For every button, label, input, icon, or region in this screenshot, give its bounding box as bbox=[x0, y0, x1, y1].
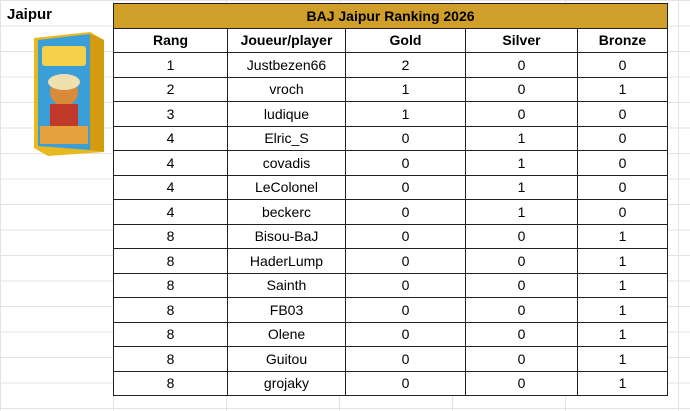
ranking-table: BAJ Jaipur Ranking 2026 Rang Joueur/playe… bbox=[113, 3, 668, 396]
table-cell: 1 bbox=[465, 150, 578, 176]
table-cell: 0 bbox=[465, 223, 578, 249]
table-cell: 1 bbox=[577, 272, 668, 298]
table-cell: 0 bbox=[465, 52, 578, 78]
column-header: Rang bbox=[113, 27, 228, 53]
table-cell: Olene bbox=[227, 321, 346, 347]
column-header: Bronze bbox=[577, 27, 668, 53]
table-cell: 0 bbox=[577, 150, 668, 176]
table-cell: ludique bbox=[227, 101, 346, 127]
table-row: 8 Bisou-BaJ 0 0 1 bbox=[113, 223, 668, 249]
table-cell: 1 bbox=[465, 125, 578, 151]
table-cell: 0 bbox=[465, 101, 578, 127]
table-row: 4 LeColonel 0 1 0 bbox=[113, 174, 668, 200]
table-cell: 4 bbox=[113, 150, 228, 176]
table-cell: 4 bbox=[113, 174, 228, 200]
column-header: Gold bbox=[345, 27, 466, 53]
table-cell: 0 bbox=[345, 125, 466, 151]
game-box-image bbox=[34, 32, 104, 156]
table-cell: 0 bbox=[345, 321, 466, 347]
table-row: 8 FB03 0 0 1 bbox=[113, 297, 668, 323]
table-cell: 0 bbox=[465, 248, 578, 274]
table-cell: 0 bbox=[345, 370, 466, 396]
table-cell: 0 bbox=[465, 370, 578, 396]
table-cell: 1 bbox=[113, 52, 228, 78]
table-cell: 2 bbox=[345, 52, 466, 78]
table-row: 4 Elric_S 0 1 0 bbox=[113, 125, 668, 151]
table-cell: 8 bbox=[113, 297, 228, 323]
table-row: 8 Guitou 0 0 1 bbox=[113, 346, 668, 372]
table-row: 4 covadis 0 1 0 bbox=[113, 150, 668, 176]
table-cell: 1 bbox=[465, 174, 578, 200]
table-cell: 0 bbox=[465, 346, 578, 372]
table-cell: 0 bbox=[465, 272, 578, 298]
table-cell: 1 bbox=[577, 297, 668, 323]
table-cell: 1 bbox=[577, 346, 668, 372]
table-row: 8 Olene 0 0 1 bbox=[113, 321, 668, 347]
table-cell: HaderLump bbox=[227, 248, 346, 274]
table-cell: 8 bbox=[113, 272, 228, 298]
table-row: 8 Sainth 0 0 1 bbox=[113, 272, 668, 298]
table-row: 1 Justbezen66 2 0 0 bbox=[113, 52, 668, 78]
table-cell: 0 bbox=[465, 297, 578, 323]
sheet-label: Jaipur bbox=[7, 6, 53, 23]
table-cell: 1 bbox=[577, 248, 668, 274]
table-row: 2 vroch 1 0 1 bbox=[113, 76, 668, 102]
table-cell: 1 bbox=[577, 223, 668, 249]
table-cell: 1 bbox=[345, 76, 466, 102]
table-cell: LeColonel bbox=[227, 174, 346, 200]
table-cell: 0 bbox=[345, 248, 466, 274]
table-cell: 0 bbox=[577, 125, 668, 151]
table-cell: 1 bbox=[577, 321, 668, 347]
table-row: 3 ludique 1 0 0 bbox=[113, 101, 668, 127]
table-cell: beckerc bbox=[227, 199, 346, 225]
table-cell: 0 bbox=[577, 199, 668, 225]
table-cell: 0 bbox=[577, 52, 668, 78]
table-cell: Guitou bbox=[227, 346, 346, 372]
table-cell: 1 bbox=[465, 199, 578, 225]
table-cell: 3 bbox=[113, 101, 228, 127]
table-cell: 1 bbox=[577, 370, 668, 396]
table-cell: covadis bbox=[227, 150, 346, 176]
table-cell: 8 bbox=[113, 223, 228, 249]
table-title: BAJ Jaipur Ranking 2026 bbox=[113, 3, 668, 29]
table-cell: Sainth bbox=[227, 272, 346, 298]
table-cell: 8 bbox=[113, 248, 228, 274]
table-cell: 0 bbox=[345, 223, 466, 249]
table-row: 4 beckerc 0 1 0 bbox=[113, 199, 668, 225]
table-cell: Elric_S bbox=[227, 125, 346, 151]
table-cell: 2 bbox=[113, 76, 228, 102]
table-cell: 1 bbox=[577, 76, 668, 102]
table-cell: grojaky bbox=[227, 370, 346, 396]
table-cell: 0 bbox=[577, 101, 668, 127]
table-cell: 0 bbox=[345, 150, 466, 176]
table-cell: FB03 bbox=[227, 297, 346, 323]
table-cell: 4 bbox=[113, 125, 228, 151]
table-cell: 0 bbox=[465, 321, 578, 347]
table-cell: Bisou-BaJ bbox=[227, 223, 346, 249]
table-cell: Justbezen66 bbox=[227, 52, 346, 78]
column-header: Silver bbox=[465, 27, 578, 53]
table-row: 8 HaderLump 0 0 1 bbox=[113, 248, 668, 274]
table-row: 8 grojaky 0 0 1 bbox=[113, 370, 668, 396]
table-cell: 0 bbox=[345, 272, 466, 298]
table-cell: 4 bbox=[113, 199, 228, 225]
header-row: Rang Joueur/player Gold Silver Bronze bbox=[113, 27, 668, 53]
table-cell: 0 bbox=[345, 346, 466, 372]
table-cell: 8 bbox=[113, 321, 228, 347]
table-cell: 1 bbox=[345, 101, 466, 127]
table-cell: 8 bbox=[113, 346, 228, 372]
table-cell: 8 bbox=[113, 370, 228, 396]
table-cell: 0 bbox=[577, 174, 668, 200]
table-cell: 0 bbox=[465, 76, 578, 102]
column-header: Joueur/player bbox=[227, 27, 346, 53]
table-cell: 0 bbox=[345, 174, 466, 200]
table-cell: vroch bbox=[227, 76, 346, 102]
table-cell: 0 bbox=[345, 297, 466, 323]
table-cell: 0 bbox=[345, 199, 466, 225]
